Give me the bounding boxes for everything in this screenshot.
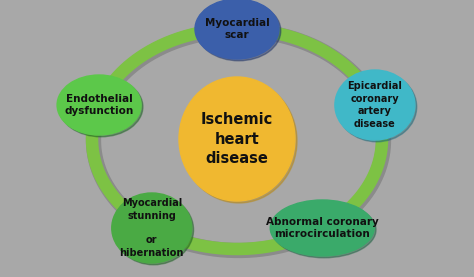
Ellipse shape <box>195 0 279 59</box>
Ellipse shape <box>335 70 415 140</box>
Ellipse shape <box>114 195 193 265</box>
Text: Myocardial
scar: Myocardial scar <box>205 18 269 40</box>
Text: Epicardial
coronary
artery
disease: Epicardial coronary artery disease <box>347 81 402 129</box>
Ellipse shape <box>179 77 295 201</box>
Text: Abnormal coronary
microcirculation: Abnormal coronary microcirculation <box>266 217 379 239</box>
Ellipse shape <box>57 75 141 135</box>
Ellipse shape <box>181 79 297 203</box>
Ellipse shape <box>112 193 192 263</box>
Ellipse shape <box>337 72 417 142</box>
Ellipse shape <box>272 202 376 258</box>
Ellipse shape <box>270 200 374 256</box>
Text: Ischemic
heart
disease: Ischemic heart disease <box>201 112 273 166</box>
Ellipse shape <box>59 77 143 137</box>
Ellipse shape <box>197 1 281 61</box>
Text: Myocardial
stunning

or
hibernation: Myocardial stunning or hibernation <box>119 198 184 258</box>
Text: Endothelial
dysfunction: Endothelial dysfunction <box>64 94 134 116</box>
